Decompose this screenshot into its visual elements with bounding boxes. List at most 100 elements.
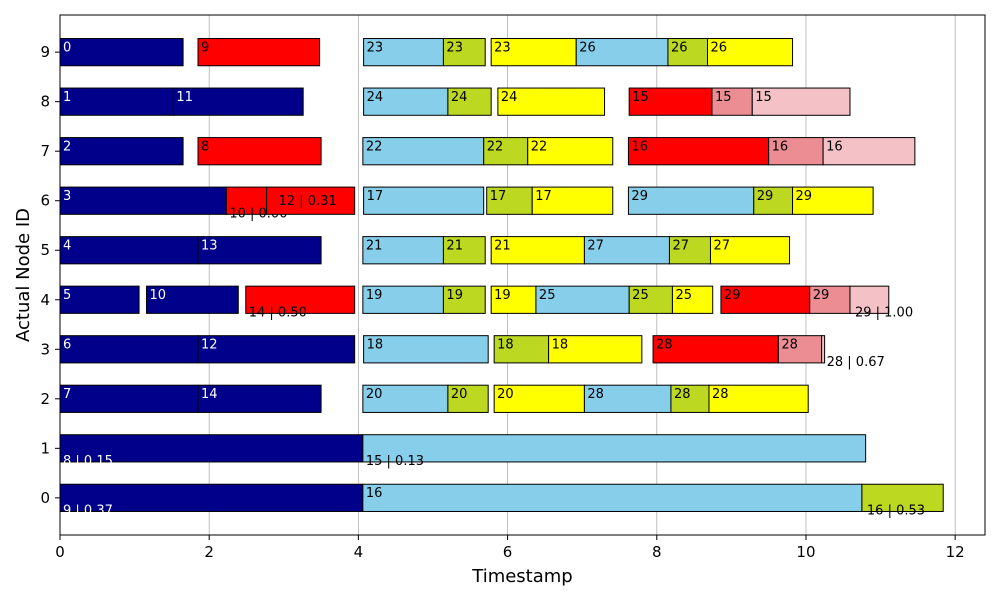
bar-label: 19 — [366, 288, 383, 303]
bar-label: 15 — [632, 90, 649, 105]
bar-label: 15 — [755, 90, 772, 105]
bar-label: 26 — [671, 41, 688, 56]
x-tick-label: 0 — [55, 543, 65, 561]
bar-node-7-seg-18 — [362, 137, 485, 166]
bar-node-0-seg-72 — [362, 483, 863, 512]
bar-label: 28 — [674, 387, 691, 402]
bar-node-2-seg-63 — [362, 384, 449, 413]
bar-node-5-seg-34 — [197, 236, 322, 265]
bar-node-3-seg-53 — [59, 335, 199, 364]
bar-label: 6 — [63, 338, 71, 353]
bar-label: 14 | 0.50 — [249, 305, 307, 320]
bar-node-6-seg-32 — [792, 186, 874, 215]
bar-node-4-seg-42 — [146, 285, 239, 314]
bar-label: 8 | 0.15 — [63, 454, 113, 469]
bar-label: 17 — [367, 189, 384, 204]
bar-node-6-seg-26 — [266, 186, 356, 215]
y-tick-label: 9 — [40, 43, 50, 61]
bar-node-3-seg-54 — [197, 335, 356, 364]
bar-node-4-seg-52 — [849, 285, 890, 314]
bar-label: 28 — [587, 387, 604, 402]
bar-label: 19 — [494, 288, 511, 303]
bar-label: 12 | 0.31 — [279, 194, 337, 209]
bar-node-2-seg-67 — [670, 384, 710, 413]
bar-label: 21 — [446, 239, 463, 254]
bar-node-9-seg-1 — [197, 38, 321, 67]
bar-label: 0 — [63, 41, 71, 56]
plot-frame — [59, 14, 986, 536]
bar-label: 24 — [367, 90, 384, 105]
bar-node-4-seg-49 — [671, 285, 714, 314]
x-tick-label: 12 — [946, 543, 965, 561]
bar-node-5-seg-36 — [442, 236, 486, 265]
bar-node-7-seg-20 — [527, 137, 614, 166]
bar-node-4-seg-51 — [809, 285, 851, 314]
x-tick-label: 10 — [796, 543, 815, 561]
bar-node-6-seg-27 — [363, 186, 485, 215]
bar-node-9-seg-3 — [442, 38, 486, 67]
bar-node-9-seg-6 — [667, 38, 708, 67]
bar-node-2-seg-64 — [447, 384, 489, 413]
bar-label: 21 — [494, 239, 511, 254]
bar-label: 8 — [201, 140, 209, 155]
bar-node-4-seg-43 — [245, 285, 356, 314]
bar-node-8-seg-12 — [497, 87, 606, 116]
y-axis-label: Actual Node ID — [13, 208, 34, 342]
bar-label: 1 — [63, 90, 71, 105]
bar-node-9-seg-2 — [363, 38, 444, 67]
bar-label: 21 — [366, 239, 383, 254]
y-tick-label: 7 — [40, 142, 50, 160]
bar-node-7-seg-23 — [822, 137, 916, 166]
y-tick-label: 2 — [40, 390, 50, 408]
bar-node-6-seg-29 — [531, 186, 614, 215]
bar-label: 18 — [552, 338, 569, 353]
bar-label: 24 — [451, 90, 468, 105]
bar-node-7-seg-21 — [627, 137, 770, 166]
bar-label: 7 — [63, 387, 71, 402]
bar-node-2-seg-68 — [708, 384, 809, 413]
bar-label: 24 — [501, 90, 518, 105]
bar-label: 29 — [813, 288, 830, 303]
bar-label: 22 — [366, 140, 383, 155]
bar-label: 5 — [63, 288, 71, 303]
bar-node-3-seg-55 — [363, 335, 489, 364]
bar-label: 16 — [366, 486, 383, 501]
bar-label: 17 — [490, 189, 507, 204]
bar-label: 22 — [487, 140, 504, 155]
bar-label: 28 — [781, 338, 798, 353]
bar-node-2-seg-61 — [59, 384, 199, 413]
bar-label: 15 | 0.13 — [366, 454, 424, 469]
bar-node-6-seg-25 — [225, 186, 268, 215]
bar-node-3-seg-59 — [777, 335, 823, 364]
bar-label: 9 — [201, 41, 209, 56]
y-tick-label: 3 — [40, 340, 50, 358]
bar-label: 29 — [631, 189, 648, 204]
x-tick-label: 8 — [652, 543, 662, 561]
bar-node-1-seg-69 — [59, 434, 364, 463]
bar-node-2-seg-62 — [197, 384, 322, 413]
bar-label: 23 — [367, 41, 384, 56]
bar-label: 25 — [632, 288, 649, 303]
bar-label: 16 — [772, 140, 789, 155]
bar-label: 26 — [711, 41, 728, 56]
bar-label: 20 — [497, 387, 514, 402]
bar-node-6-seg-24 — [59, 186, 227, 215]
x-axis-label: Timestamp — [471, 566, 572, 587]
bar-node-5-seg-39 — [668, 236, 711, 265]
x-tick-label: 2 — [204, 543, 214, 561]
bar-node-2-seg-66 — [583, 384, 672, 413]
bar-node-8-seg-13 — [628, 87, 713, 116]
bar-label: 9 | 0.37 — [63, 503, 113, 518]
bar-node-8-seg-11 — [447, 87, 492, 116]
y-tick-label: 4 — [40, 291, 50, 309]
y-tick-label: 1 — [40, 439, 50, 457]
bar-label: 29 — [757, 189, 774, 204]
bar-label: 11 — [176, 90, 193, 105]
bar-label: 29 | 1.00 — [855, 305, 913, 320]
bar-label: 10 — [150, 288, 167, 303]
x-axis: 0 2 4 6 8 10 12 — [55, 535, 965, 561]
bar-label: 26 — [579, 41, 596, 56]
x-tick-label: 6 — [503, 543, 513, 561]
bar-node-2-seg-65 — [493, 384, 585, 413]
bar-node-9-seg-7 — [707, 38, 794, 67]
